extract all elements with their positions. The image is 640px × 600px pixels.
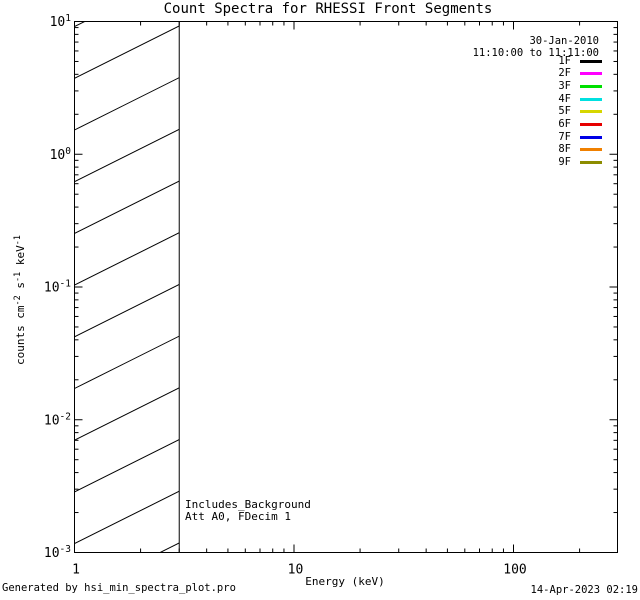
- legend-date: 30-Jan-2010: [529, 35, 599, 47]
- legend-color-swatch: [580, 97, 602, 101]
- annotation-attenuator: Att A0, FDecim 1: [185, 510, 291, 523]
- footer-generator: Generated by hsi_min_spectra_plot.pro: [2, 582, 236, 594]
- legend-item-1F: 1F: [558, 55, 602, 68]
- legend-item-label: 1F: [558, 54, 571, 67]
- legend-item-label: 8F: [558, 143, 571, 156]
- legend-item-7F: 7F: [558, 131, 602, 144]
- legend-item-4F: 4F: [558, 93, 602, 106]
- legend-item-label: 4F: [558, 92, 571, 105]
- legend-color-swatch: [580, 123, 602, 126]
- hatch-line: [74, 128, 180, 183]
- y-axis-title: counts cm-2 s-1 keV-1: [13, 235, 27, 365]
- axis-ticks: [74, 21, 618, 553]
- y-tick-label: 101: [50, 13, 72, 30]
- legend-item-label: 5F: [558, 105, 571, 118]
- y-tick-label: 10-3: [44, 544, 71, 561]
- hatch-line: [158, 542, 180, 553]
- y-tick-label: 10-1: [44, 279, 71, 296]
- x-tick-label: 1: [72, 563, 80, 578]
- legend-header: 30-Jan-2010 11:10:00 to 11:11:00: [473, 35, 599, 59]
- hatch-line: [74, 25, 180, 79]
- hatch-line: [74, 77, 180, 131]
- legend-item-8F: 8F: [558, 143, 602, 156]
- legend-color-swatch: [580, 72, 602, 76]
- hatch-line: [74, 283, 180, 338]
- legend-color-swatch: [580, 59, 602, 63]
- y-tick-label: 100: [50, 146, 72, 163]
- legend-item-label: 3F: [558, 79, 571, 92]
- y-tick-label: 10-2: [44, 411, 71, 428]
- legend-color-swatch: [580, 84, 602, 88]
- legend-color-swatch: [580, 135, 602, 139]
- legend-color-swatch: [580, 110, 602, 114]
- legend-item-9F: 9F: [558, 156, 602, 169]
- hatch-line: [74, 387, 180, 441]
- annotation-block: Includes_Background Att A0, FDecim 1: [185, 499, 311, 523]
- footer-timestamp: 14-Apr-2023 02:19: [530, 584, 638, 596]
- legend-item-3F: 3F: [558, 80, 602, 93]
- x-tick-label: 100: [503, 563, 526, 578]
- legend-item-5F: 5F: [558, 105, 602, 118]
- plot-frame: [74, 21, 618, 553]
- annotation-background: Includes_Background: [185, 498, 311, 511]
- legend-time-range: 11:10:00 to 11:11:00: [472, 47, 599, 59]
- x-axis-title: Energy (keV): [305, 575, 385, 588]
- legend-item-6F: 6F: [558, 118, 602, 131]
- legend-color-swatch: [580, 148, 602, 152]
- legend-color-swatch: [580, 161, 602, 165]
- hatch-line: [74, 335, 180, 390]
- legend-item-label: 9F: [558, 156, 571, 169]
- legend-item-label: 2F: [558, 67, 571, 80]
- hatch-line: [74, 180, 180, 234]
- legend-item-label: 6F: [558, 118, 571, 130]
- legend-item-2F: 2F: [558, 67, 602, 80]
- hatch-line: [74, 232, 180, 286]
- hatch-line: [74, 490, 180, 545]
- hatch-line: [74, 21, 86, 28]
- hatch-line: [74, 438, 180, 493]
- x-tick-label: 10: [288, 563, 304, 578]
- plot-title: Count Spectra for RHESSI Front Segments: [163, 1, 493, 17]
- hatched-region: [74, 21, 180, 553]
- legend-item-label: 7F: [558, 130, 571, 143]
